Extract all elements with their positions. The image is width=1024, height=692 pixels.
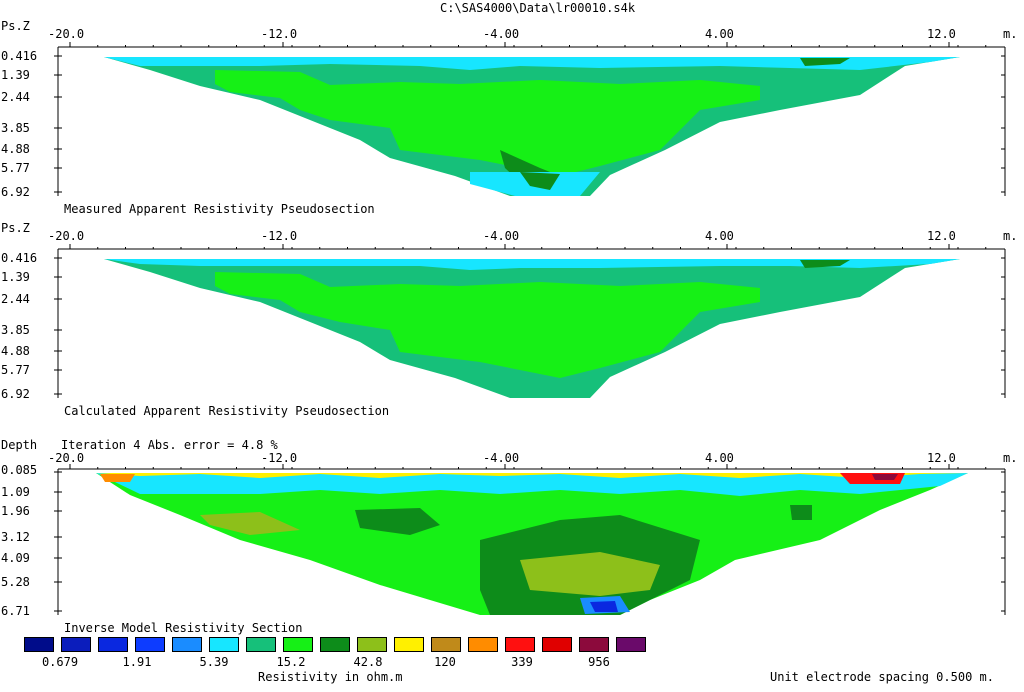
legend-swatch: [135, 637, 165, 652]
depth-tick-label: 6.71: [1, 604, 30, 618]
x-tick-label: 12.0: [927, 27, 956, 41]
legend-swatch: [246, 637, 276, 652]
measured-caption: Measured Apparent Resistivity Pseudosect…: [64, 202, 375, 216]
inverse-subtitle: Iteration 4 Abs. error = 4.8 %: [61, 438, 278, 452]
electrode-spacing-text: Unit electrode spacing 0.500 m.: [770, 670, 994, 684]
legend-label: 5.39: [199, 655, 229, 669]
legend-swatch: [579, 637, 609, 652]
inverse-unit-label: m.: [1003, 451, 1018, 465]
measured-green-core: [215, 70, 760, 176]
depth-tick-label: 1.96: [1, 504, 30, 518]
legend-swatch: [172, 637, 202, 652]
depth-tick-label: 2.44: [1, 292, 30, 306]
inverse-axis-label: Depth: [1, 438, 38, 452]
inverse-top-band: [96, 473, 968, 496]
depth-tick-label: 6.92: [1, 185, 30, 199]
depth-tick-label: 4.88: [1, 142, 30, 156]
inverse-right-dark: [790, 505, 812, 520]
legend-label: 0.679: [41, 655, 79, 669]
inverse-surface-band: [96, 473, 968, 478]
inverse-left-hot: [100, 474, 135, 482]
measured-bottom-dark: [520, 172, 560, 190]
depth-tick-label: 5.28: [1, 575, 30, 589]
depth-tick-label: 1.39: [1, 68, 30, 82]
inverse-hot-core: [872, 474, 898, 480]
depth-tick-label: 3.85: [1, 121, 30, 135]
x-tick-label: 4.00: [705, 27, 734, 41]
depth-tick-label: 5.77: [1, 363, 30, 377]
x-tick-label: -12.0: [261, 229, 298, 243]
x-tick-label: -4.00: [483, 27, 520, 41]
x-tick-label: -4.00: [483, 451, 520, 465]
depth-tick-label: 1.39: [1, 270, 30, 284]
legend-swatch: [616, 637, 646, 652]
x-tick-label: -20.0: [48, 451, 85, 465]
depth-tick-label: 1.09: [1, 485, 30, 499]
x-tick-label: -12.0: [261, 451, 298, 465]
legend-label: 120: [434, 655, 456, 669]
depth-tick-label: 5.77: [1, 161, 30, 175]
depth-tick-label: 4.09: [1, 551, 30, 565]
depth-tick-label: 0.416: [1, 49, 38, 63]
legend-swatch: [357, 637, 387, 652]
legend-swatch: [61, 637, 91, 652]
inverse-dark-patch-a: [355, 508, 440, 535]
legend-label: 339: [511, 655, 533, 669]
legend-swatch: [505, 637, 535, 652]
calculated-unit-label: m.: [1003, 229, 1018, 243]
depth-tick-label: 6.92: [1, 387, 30, 401]
x-tick-label: 12.0: [927, 451, 956, 465]
inverse-deep-blue: [590, 601, 618, 612]
depth-tick-label: 3.85: [1, 323, 30, 337]
measured-unit-label: m.: [1003, 27, 1018, 41]
legend-swatch: [320, 637, 350, 652]
depth-tick-label: 2.44: [1, 90, 30, 104]
calculated-axis-label: Ps.Z: [1, 221, 30, 235]
file-title: C:\SAS4000\Data\lr00010.s4k: [440, 1, 636, 15]
legend-swatch: [468, 637, 498, 652]
legend-unit-label: Resistivity in ohm.m: [258, 670, 403, 684]
legend-swatch: [394, 637, 424, 652]
inverse-left-olive: [200, 512, 300, 535]
depth-tick-label: 3.12: [1, 530, 30, 544]
x-tick-label: 12.0: [927, 229, 956, 243]
x-tick-label: 4.00: [705, 451, 734, 465]
legend-swatch: [431, 637, 461, 652]
legend-swatch: [283, 637, 313, 652]
measured-axis-label: Ps.Z: [1, 19, 30, 33]
legend-swatch: [542, 637, 572, 652]
depth-tick-label: 0.085: [1, 463, 38, 477]
measured-top-band: [104, 57, 960, 70]
inverse-olive-patch: [520, 552, 660, 596]
measured-right-dark: [800, 58, 850, 66]
x-tick-label: -12.0: [261, 27, 298, 41]
depth-tick-label: 4.88: [1, 344, 30, 358]
inverse-caption: Inverse Model Resistivity Section: [64, 621, 303, 635]
x-tick-label: -20.0: [48, 229, 85, 243]
x-tick-label: -4.00: [483, 229, 520, 243]
x-tick-label: 4.00: [705, 229, 734, 243]
legend-swatch: [98, 637, 128, 652]
calculated-right-dark: [800, 260, 850, 268]
calculated-green-core: [215, 272, 760, 378]
calculated-caption: Calculated Apparent Resistivity Pseudose…: [64, 404, 390, 418]
legend-label: 42.8: [353, 655, 383, 669]
calculated-top-band: [104, 259, 960, 270]
legend-swatch: [209, 637, 239, 652]
legend-label: 15.2: [276, 655, 306, 669]
legend-label: 1.91: [122, 655, 152, 669]
legend-swatch: [24, 637, 54, 652]
depth-tick-label: 0.416: [1, 251, 38, 265]
x-tick-label: -20.0: [48, 27, 85, 41]
legend-label: 956: [588, 655, 610, 669]
